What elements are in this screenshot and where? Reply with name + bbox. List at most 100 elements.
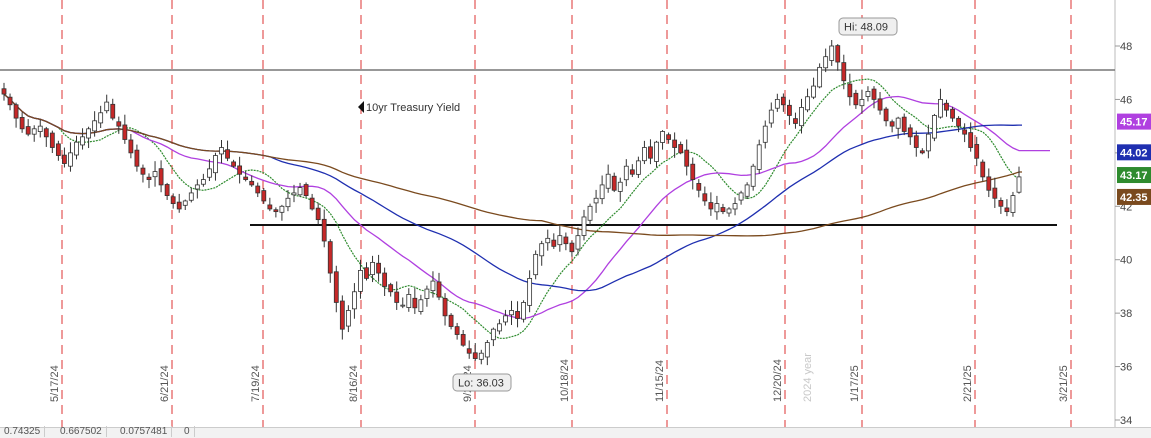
candle-body xyxy=(509,310,514,316)
candle-body xyxy=(859,99,865,107)
candle-body xyxy=(394,291,400,303)
candle-body xyxy=(454,326,460,335)
candle-body xyxy=(358,269,363,292)
date-label: 12/20/24 xyxy=(772,359,784,402)
candle-body xyxy=(472,352,478,359)
y-tick-label: 34 xyxy=(1120,415,1132,427)
status-bar: 0.74325 0.667502 0.0757481 0 xyxy=(0,426,1151,438)
candle-body xyxy=(805,96,810,111)
candle-body xyxy=(43,128,49,138)
price-tag xyxy=(1117,113,1151,130)
candle-body xyxy=(345,310,351,327)
date-label: 3/21/25 xyxy=(1058,365,1070,402)
candle-body xyxy=(780,96,786,106)
candle-body xyxy=(521,302,526,320)
candle-body xyxy=(617,181,623,192)
candle-body xyxy=(490,328,496,341)
candle-body xyxy=(539,243,545,257)
candle-body xyxy=(593,197,599,204)
candle-body xyxy=(913,135,919,148)
candle-body xyxy=(49,132,55,148)
status-cell-1: 0.74325 xyxy=(0,426,46,437)
candle-body xyxy=(466,348,472,354)
candle-body xyxy=(1004,207,1010,213)
candle-body xyxy=(321,218,327,242)
status-cell-3: 0.0757481 xyxy=(116,426,173,437)
candle-body xyxy=(726,208,732,214)
candle-body xyxy=(98,112,104,124)
candle-body xyxy=(152,171,158,178)
high-label-box xyxy=(838,17,898,36)
high-label: Hi: 48.09 xyxy=(838,17,898,36)
candle-body xyxy=(484,342,490,358)
candle-body xyxy=(696,183,702,191)
candle-body xyxy=(551,239,557,247)
year-watermark: 2024 year xyxy=(802,353,814,402)
candle-body xyxy=(841,62,847,82)
candle-body xyxy=(62,154,67,164)
candle-body xyxy=(376,262,381,274)
candle-body xyxy=(750,165,756,187)
candle-body xyxy=(442,297,448,317)
candle-body xyxy=(919,150,925,154)
candle-body xyxy=(406,294,412,308)
candle-body xyxy=(412,297,418,309)
low-label-box xyxy=(452,373,512,392)
candle-body xyxy=(980,161,986,178)
candle-body xyxy=(297,187,303,196)
candle-body xyxy=(986,176,992,191)
candle-body xyxy=(140,167,146,175)
title-marker-icon xyxy=(358,101,364,113)
candle-body xyxy=(243,176,249,180)
candle-body xyxy=(1010,195,1016,213)
candle-body xyxy=(714,203,720,213)
candle-body xyxy=(835,45,841,63)
price-tag xyxy=(1117,167,1151,184)
candle-body xyxy=(702,193,708,202)
candle-body xyxy=(793,118,798,124)
candle-body xyxy=(654,141,659,162)
low-label: Lo: 36.03 xyxy=(452,373,512,392)
candle-body xyxy=(68,152,73,167)
candle-body xyxy=(188,192,194,201)
candle-body xyxy=(424,288,430,299)
candle-body xyxy=(938,99,943,118)
candle-body xyxy=(80,136,85,146)
candle-body xyxy=(1016,176,1022,193)
candle-body xyxy=(279,205,285,213)
candle-body xyxy=(74,141,79,156)
ma-long-line xyxy=(3,93,1022,292)
price-tag-label: 45.17 xyxy=(1120,117,1148,129)
candle-body xyxy=(708,202,714,210)
candle-body xyxy=(291,192,297,196)
candle-body xyxy=(267,204,273,210)
candle-body xyxy=(901,116,907,132)
candle-body xyxy=(134,149,140,167)
candle-body xyxy=(255,185,261,194)
candle-body xyxy=(146,176,152,180)
candle-body xyxy=(37,125,43,132)
candle-body xyxy=(273,209,279,213)
candle-body xyxy=(635,160,641,175)
candle-body xyxy=(448,314,454,327)
candle-body xyxy=(303,184,309,197)
candle-body xyxy=(932,115,937,139)
candle-body xyxy=(720,207,726,213)
candle-body xyxy=(623,165,629,181)
status-cell-2: 0.667502 xyxy=(56,426,107,437)
candle-body xyxy=(998,200,1004,207)
candle-body xyxy=(497,323,502,332)
date-label: 2/21/25 xyxy=(962,365,974,402)
candle-body xyxy=(672,139,678,148)
candle-body xyxy=(249,180,255,186)
candle-body xyxy=(956,117,961,127)
candle-body xyxy=(678,144,684,154)
candle-body xyxy=(436,281,442,298)
candle-body xyxy=(261,190,267,202)
candle-body xyxy=(315,207,321,221)
candle-body xyxy=(587,205,593,221)
candle-body xyxy=(418,299,424,312)
candle-body xyxy=(503,315,508,323)
